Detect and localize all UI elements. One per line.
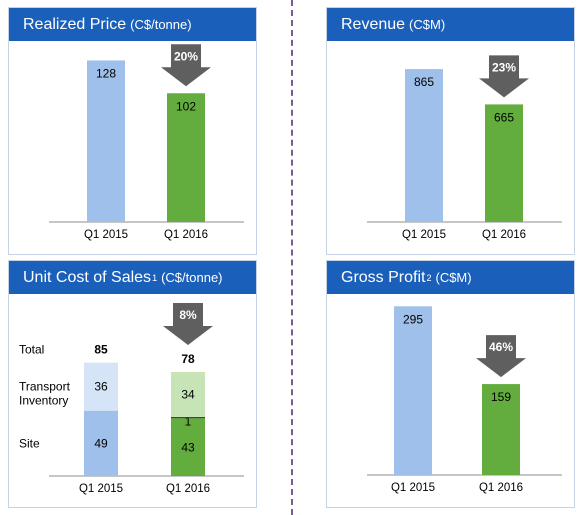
gross-profit-unit: (C$M) [435, 270, 472, 285]
bar-value-label: 102 [176, 99, 196, 113]
arrow-shape [163, 303, 213, 345]
gross-profit-chart: 295 Q1 2015 159 Q1 2016 46% [367, 306, 562, 494]
realized-price-header: Realized Price (C$/tonne) [9, 8, 256, 41]
bar-value-label: 295 [403, 312, 423, 326]
decline-arrow: 46% [476, 335, 526, 378]
bar-q1-2016 [482, 384, 520, 475]
segment-value-label: 36 [94, 380, 108, 394]
revenue-panel: Revenue (C$M) 865 Q1 2015 665 Q1 2016 23% [326, 7, 575, 255]
decline-arrow: 20% [161, 44, 211, 87]
segment-value-label: 1 [185, 415, 192, 429]
change-label: 46% [489, 340, 513, 354]
total-value-label: 85 [94, 343, 108, 357]
arrow-shape [479, 55, 529, 98]
realized-price-panel: Realized Price (C$/tonne) 128 Q1 2015 102 Q… [8, 7, 257, 255]
row-label-inventory: Inventory [19, 394, 68, 408]
arrow-shape [476, 335, 526, 378]
bar-value-label: 865 [414, 75, 434, 89]
realized-price-unit: (C$/tonne) [130, 17, 192, 32]
bar-value-label: 665 [494, 110, 514, 124]
total-value-label: 78 [181, 352, 195, 366]
bar-value-label: 128 [96, 66, 116, 80]
unit-cost-title: Unit Cost of Sales [23, 268, 152, 286]
change-label: 23% [492, 60, 516, 74]
bar-q1-2016 [485, 104, 523, 222]
unit-cost-unit: (C$/tonne) [161, 270, 223, 285]
gross-profit-panel: Gross Profit 2 (C$M) 295 Q1 2015 159 Q1 2016… [326, 260, 575, 508]
bar-segment-site-q1-2016 [171, 418, 205, 476]
dashed-divider [291, 0, 293, 515]
unit-cost-header: Unit Cost of Sales 1 (C$/tonne) [9, 261, 256, 294]
arrow-shape [161, 44, 211, 87]
realized-price-chart: 128 Q1 2015 102 Q1 2016 20% [49, 44, 244, 241]
bar-q1-2015 [87, 60, 125, 223]
gross-profit-title: Gross Profit [341, 268, 426, 286]
bar-value-label: 159 [491, 390, 511, 404]
x-tick-label: Q1 2015 [84, 229, 128, 241]
bar-q1-2016 [167, 93, 205, 222]
segment-value-label: 43 [181, 440, 195, 454]
x-tick-label: Q1 2016 [164, 229, 208, 241]
segment-value-label: 49 [94, 436, 108, 450]
bar-q1-2015 [405, 69, 443, 222]
x-tick-label: Q1 2016 [479, 482, 523, 494]
row-label-site: Site [19, 436, 40, 450]
bar-segment-transport-q1-2016 [171, 372, 205, 418]
decline-arrow: 8% [163, 303, 213, 345]
segment-value-label: 34 [181, 388, 195, 402]
revenue-title: Revenue [341, 15, 406, 33]
row-label-total: Total [19, 343, 44, 357]
gross-profit-header: Gross Profit 2 (C$M) [327, 261, 574, 294]
bar-segment-transport-q1-2015 [84, 362, 118, 411]
decline-arrow: 23% [479, 55, 529, 98]
bar-segment-site-q1-2015 [84, 410, 118, 476]
revenue-unit: (C$M) [409, 17, 446, 32]
revenue-header: Revenue (C$M) [327, 8, 574, 41]
x-tick-label: Q1 2015 [402, 229, 446, 241]
change-label: 20% [174, 49, 198, 63]
x-tick-label: Q1 2016 [482, 229, 526, 241]
x-tick-label: Q1 2015 [391, 482, 435, 494]
change-label: 8% [179, 308, 197, 322]
x-tick-label: Q1 2015 [79, 483, 123, 495]
row-label-transport: Transport [19, 380, 71, 394]
bar-q1-2015 [394, 306, 432, 475]
revenue-chart: 865 Q1 2015 665 Q1 2016 23% [367, 55, 562, 241]
x-tick-label: Q1 2016 [166, 483, 210, 495]
realized-price-title: Realized Price [23, 15, 127, 33]
